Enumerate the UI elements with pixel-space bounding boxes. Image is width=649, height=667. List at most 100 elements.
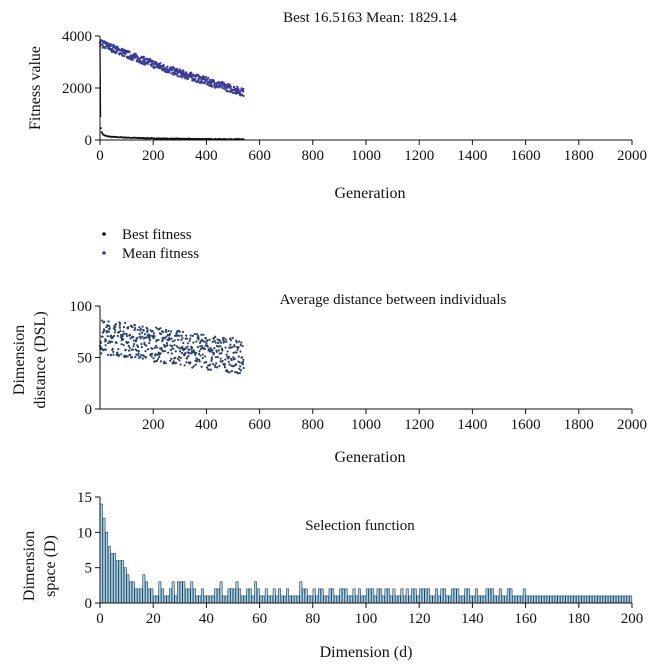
selection-bar <box>288 595 292 604</box>
mean-fitness-point <box>223 87 226 91</box>
fitness-y-tick-label: 2000 <box>62 81 92 97</box>
mean-fitness-point <box>242 87 245 91</box>
distance-point <box>237 355 240 358</box>
mean-fitness-point <box>232 85 236 88</box>
selection-bar <box>536 595 540 604</box>
distance-point <box>194 353 197 356</box>
selection-bar <box>259 595 263 604</box>
distance-point <box>147 348 150 351</box>
selection-bar <box>443 588 446 604</box>
fitness-x-tick-label: 1400 <box>457 148 487 164</box>
distance-point <box>178 350 182 353</box>
fitness-legend: Best fitness Mean fitness <box>102 227 199 262</box>
selection-bar <box>618 595 622 604</box>
distance-point <box>224 358 227 361</box>
selection-bar <box>458 595 462 604</box>
distance-point <box>177 346 180 349</box>
distance-point <box>198 360 201 363</box>
distance-y-axis-title-line2: distance (DSL) <box>32 311 49 408</box>
distance-point <box>200 365 203 368</box>
fitness-x-axis-title: Generation <box>334 185 405 202</box>
selection-bar <box>419 588 422 604</box>
selection-bar <box>296 595 300 604</box>
distance-point <box>170 357 173 360</box>
distance-point <box>201 357 204 360</box>
selection-bar <box>200 588 204 604</box>
selection-bar <box>230 588 234 604</box>
distance-point <box>240 356 244 359</box>
selection-bar <box>381 595 385 604</box>
selection-bar <box>147 588 151 604</box>
selection-bar <box>506 588 510 604</box>
distance-point <box>148 342 151 345</box>
selection-bar <box>392 588 396 604</box>
distance-point <box>217 349 221 352</box>
selection-bar <box>384 588 388 604</box>
distance-point <box>120 343 123 346</box>
distance-point <box>232 356 235 359</box>
selection-bar <box>482 595 486 604</box>
distance-point <box>203 347 206 351</box>
distance-point <box>156 346 159 349</box>
distance-point <box>107 330 110 333</box>
mean-fitness-point <box>186 77 190 81</box>
distance-y-tick-label: 0 <box>85 402 93 418</box>
distance-point <box>191 366 194 369</box>
distance-point <box>226 370 230 374</box>
distance-point <box>128 346 131 349</box>
mean-fitness-point <box>194 78 197 81</box>
fitness-x-ticks: 0 200 400 600 800 1000 1200 1400 1600 1800 2000 <box>96 140 647 164</box>
selection-bar <box>336 595 340 604</box>
mean-fitness-point <box>197 79 200 82</box>
distance-point <box>234 371 237 374</box>
distance-point <box>214 341 217 344</box>
distance-point <box>141 325 144 328</box>
distance-point <box>136 328 139 331</box>
selection-bar <box>246 588 250 604</box>
mean-fitness-point <box>176 67 179 70</box>
selection-bar <box>214 588 218 604</box>
distance-point <box>175 345 178 348</box>
distance-point <box>199 354 202 357</box>
selection-bar <box>270 595 274 604</box>
distance-point <box>141 335 144 338</box>
distance-point <box>219 341 223 344</box>
selection-bar <box>161 588 164 604</box>
distance-point <box>139 337 142 340</box>
fitness-y-tick-label: 4000 <box>62 29 92 45</box>
distance-point <box>140 342 143 346</box>
selection-bar <box>466 588 470 604</box>
selection-bar <box>437 595 441 604</box>
selection-bar <box>169 588 172 604</box>
distance-point <box>135 353 138 356</box>
distance-point <box>158 355 161 359</box>
selection-bar <box>174 595 178 604</box>
distance-point <box>151 329 154 333</box>
distance-point <box>181 336 184 340</box>
distance-point <box>118 324 121 327</box>
distance-point <box>214 335 217 338</box>
distance-point <box>184 346 188 349</box>
distance-point <box>214 365 217 369</box>
distance-point <box>206 345 209 348</box>
selection-y-tick-label: 0 <box>85 596 93 612</box>
selection-bar <box>429 595 433 604</box>
distance-point <box>201 344 204 348</box>
distance-point <box>126 355 129 358</box>
selection-bar <box>514 595 518 604</box>
distance-point <box>121 335 124 338</box>
distance-point <box>111 347 114 351</box>
distance-point <box>237 346 240 349</box>
fitness-x-tick-label: 1000 <box>351 148 381 164</box>
distance-point <box>168 332 172 336</box>
mean-fitness-point <box>111 47 114 51</box>
selection-bar <box>206 595 210 604</box>
distance-point <box>164 361 167 365</box>
distance-point <box>234 363 238 366</box>
selection-bar <box>325 595 329 604</box>
fitness-x-tick-label: 600 <box>248 148 271 164</box>
selection-bar <box>403 595 407 604</box>
distance-point <box>189 334 192 337</box>
distance-point <box>113 331 116 334</box>
distance-point <box>239 343 242 347</box>
